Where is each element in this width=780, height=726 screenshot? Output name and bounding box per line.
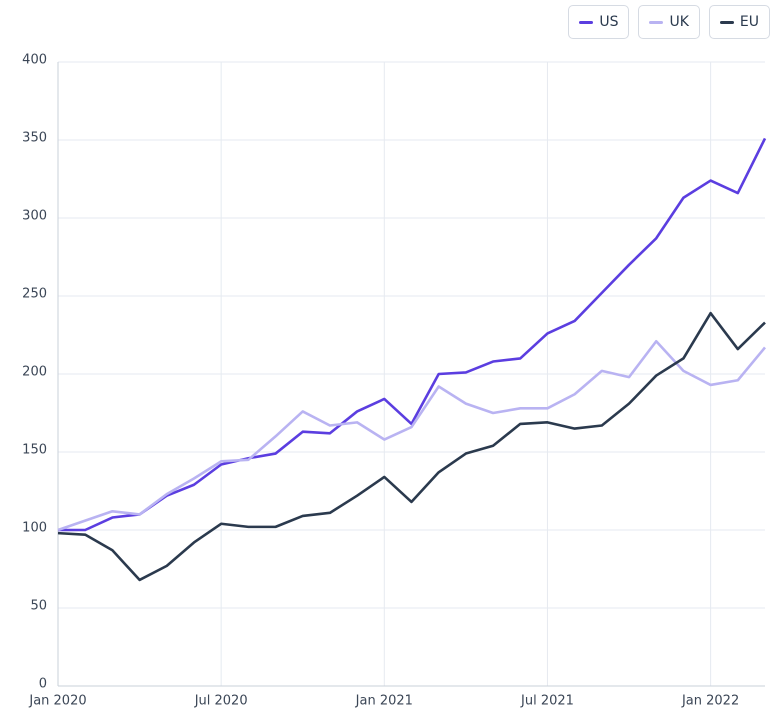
- y-tick-label: 200: [22, 365, 47, 380]
- y-tick-label: 400: [22, 53, 47, 68]
- legend-item[interactable]: UK: [638, 5, 700, 39]
- legend-swatch: [649, 20, 664, 24]
- y-tick-label: 150: [22, 443, 47, 458]
- y-tick-label: 350: [22, 131, 47, 146]
- legend-label: US: [599, 14, 619, 30]
- x-tick-label: Jul 2021: [520, 694, 574, 709]
- legend-label: UK: [669, 14, 689, 30]
- y-tick-label: 0: [39, 677, 47, 692]
- line-series: [57, 339, 767, 532]
- legend-swatch: [579, 20, 594, 24]
- legend-item[interactable]: EU: [708, 5, 770, 39]
- x-tick-label: Jan 2020: [28, 694, 86, 709]
- legend-label: EU: [739, 14, 759, 30]
- x-tick-label: Jan 2022: [681, 694, 739, 709]
- line-series: [58, 137, 767, 532]
- legend: US UK EU: [568, 5, 770, 39]
- y-tick-label: 300: [22, 209, 47, 224]
- x-tick-label: Jul 2020: [194, 694, 248, 709]
- y-tick-label: 50: [30, 599, 47, 614]
- line-series: [57, 311, 766, 582]
- legend-item[interactable]: US: [568, 5, 630, 39]
- y-tick-label: 100: [22, 521, 47, 536]
- legend-swatch: [719, 20, 734, 24]
- x-tick-label: Jan 2021: [355, 694, 413, 709]
- y-tick-label: 250: [22, 287, 47, 302]
